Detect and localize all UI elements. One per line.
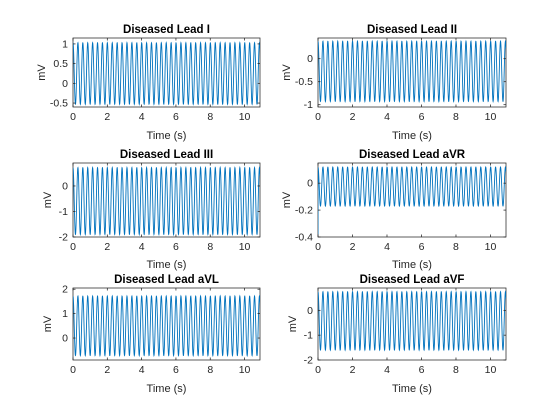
- lead-ii-ytick-label: -0.5: [295, 76, 313, 88]
- lead-avl-ytick-label: 1: [62, 308, 68, 320]
- lead-iii-xtick-label: 6: [173, 241, 179, 253]
- lead-i-xtick-label: 4: [139, 111, 145, 123]
- lead-avf-xtick-label: 6: [419, 364, 425, 376]
- lead-iii-panel: Diseased Lead III Time (s) mV 0 2 4 6 8 10 -2 -…: [42, 149, 261, 271]
- lead-ii-xtick-label: 10: [485, 111, 497, 123]
- lead-i-xtick-label: 6: [173, 111, 179, 123]
- lead-avl-ylabel: mV: [42, 315, 54, 332]
- lead-avr-xtick-label: 0: [315, 241, 321, 253]
- lead-avl-signal-line: [73, 294, 260, 358]
- lead-avf-xtick-label: 0: [315, 364, 321, 376]
- lead-iii-xtick-label: 8: [207, 241, 213, 253]
- lead-avl-xtick-label: 2: [104, 364, 110, 376]
- lead-avr-ylabel: mV: [281, 191, 293, 208]
- lead-avr-xtick-label: 2: [350, 241, 356, 253]
- lead-ii-xtick-label: 6: [419, 111, 425, 123]
- lead-avr-xlabel: Time (s): [392, 259, 432, 271]
- lead-i-xtick-label: 0: [70, 111, 76, 123]
- lead-ii-xtick-label: 8: [453, 111, 459, 123]
- lead-avr-xtick-label: 8: [453, 241, 459, 253]
- lead-avf-xlabel: Time (s): [392, 383, 432, 395]
- lead-i-ytick-label: 0: [62, 78, 68, 90]
- lead-i-ytick-label: -0.5: [50, 98, 68, 110]
- lead-i-xtick-label: 10: [239, 111, 251, 123]
- lead-avf-panel: Diseased Lead aVF Time (s) mV 0 2 4 6 8 10 -2 -…: [287, 274, 507, 395]
- lead-avf-ytick-label: -1: [304, 330, 313, 342]
- lead-ii-ytick-label: -1: [304, 99, 313, 111]
- lead-i-panel: Diseased Lead I Time (s) mV 0 2 4 6 8 10-0.50…: [36, 24, 261, 142]
- lead-avf-ytick-label: -2: [304, 355, 313, 367]
- lead-avr-ytick-label: -0.4: [295, 232, 313, 244]
- lead-avf-title: Diseased Lead aVF: [360, 274, 465, 286]
- lead-avl-panel: Diseased Lead aVL Time (s) mV 0 2 4 6 8 10 0 1 2: [42, 274, 261, 395]
- lead-ii-xtick-label: 4: [384, 111, 390, 123]
- lead-i-ytick-label: 0.5: [53, 58, 68, 70]
- lead-avf-ylabel: mV: [287, 315, 299, 332]
- lead-avl-ytick-label: 0: [62, 333, 68, 345]
- lead-i-signal-line: [73, 41, 260, 106]
- lead-avl-xtick-label: 4: [139, 364, 145, 376]
- lead-avf-xtick-label: 2: [350, 364, 356, 376]
- lead-avr-panel: Diseased Lead aVR Time (s) mV 0 2 4 6 8 10 -0.…: [281, 149, 507, 271]
- lead-avr-title: Diseased Lead aVR: [359, 149, 466, 161]
- lead-avr-signal-line: [318, 165, 506, 235]
- lead-avr-ytick-label: -0.2: [295, 205, 313, 217]
- lead-ii-ytick-label: 0: [307, 53, 313, 65]
- lead-i-ylabel: mV: [36, 64, 48, 81]
- lead-iii-xtick-label: 4: [139, 241, 145, 253]
- lead-avf-xtick-label: 10: [485, 364, 497, 376]
- lead-avl-ytick-label: 2: [62, 284, 68, 296]
- lead-avl-xtick-label: 8: [207, 364, 213, 376]
- lead-avf-xtick-label: 4: [384, 364, 390, 376]
- lead-i-title: Diseased Lead I: [123, 24, 210, 36]
- lead-avl-xtick-label: 0: [70, 364, 76, 376]
- lead-iii-ytick-label: -2: [59, 232, 68, 244]
- lead-avl-xtick-label: 6: [173, 364, 179, 376]
- lead-ii-title: Diseased Lead II: [367, 24, 457, 36]
- lead-iii-xtick-label: 2: [104, 241, 110, 253]
- lead-ii-xtick-label: 0: [315, 111, 321, 123]
- lead-avf-ytick-label: 0: [307, 305, 313, 317]
- lead-ii-ylabel: mV: [281, 64, 293, 81]
- lead-iii-title: Diseased Lead III: [120, 149, 213, 161]
- lead-iii-signal-line: [73, 165, 260, 237]
- lead-iii-ylabel: mV: [42, 191, 54, 208]
- lead-avr-xtick-label: 6: [419, 241, 425, 253]
- lead-avl-xtick-label: 10: [239, 364, 251, 376]
- lead-avl-xlabel: Time (s): [147, 383, 187, 395]
- lead-avf-xtick-label: 8: [453, 364, 459, 376]
- lead-avr-ytick-label: 0: [307, 178, 313, 190]
- lead-iii-xlabel: Time (s): [147, 259, 187, 271]
- lead-i-xtick-label: 2: [104, 111, 110, 123]
- lead-i-xlabel: Time (s): [147, 130, 187, 142]
- lead-ii-panel: Diseased Lead II Time (s) mV 0 2 4 6 8 10 -1 -0…: [281, 24, 507, 142]
- lead-i-ytick-label: 1: [62, 38, 68, 50]
- lead-ii-xtick-label: 2: [350, 111, 356, 123]
- lead-avf-signal-line: [318, 290, 506, 352]
- lead-iii-xtick-label: 0: [70, 241, 76, 253]
- lead-avr-xtick-label: 4: [384, 241, 390, 253]
- lead-ii-signal-line: [318, 39, 506, 104]
- lead-iii-ytick-label: 0: [62, 180, 68, 192]
- lead-avl-title: Diseased Lead aVL: [114, 274, 219, 286]
- lead-iii-ytick-label: -1: [59, 206, 68, 218]
- lead-i-xtick-label: 8: [207, 111, 213, 123]
- lead-iii-xtick-label: 10: [239, 241, 251, 253]
- lead-ii-xlabel: Time (s): [392, 130, 432, 142]
- lead-avr-xtick-label: 10: [485, 241, 497, 253]
